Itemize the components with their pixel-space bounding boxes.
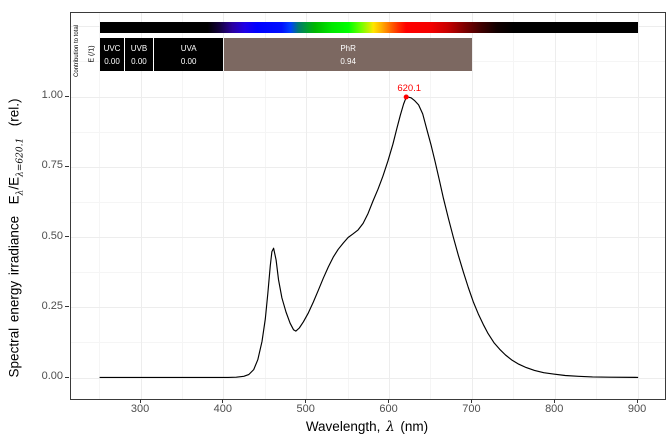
wavelength-colorbar [99,22,639,33]
gridline-vertical-minor [596,13,598,399]
y-tick-label-0.00: 0.00 [41,370,63,382]
y-tick [65,306,69,308]
x-tick-label-700: 700 [462,403,481,415]
side-annotation-contribution: Contribution to total [74,24,80,78]
y-tick-label-0.50: 0.50 [41,229,63,242]
gridline-horizontal-minor [71,272,665,274]
gridline-horizontal-major [71,377,665,379]
gridline-vertical-minor [513,13,515,399]
gridline-horizontal-major [71,166,665,168]
y-tick-label-0.75: 0.75 [41,159,63,172]
band-name: UVA [180,43,197,53]
plot-panel: UVC 0.00 UVB 0.00 UVA 0.00 PhR 0.94 620.1 Contr… [70,12,666,400]
band-name: PhR [340,43,356,53]
gridline-horizontal-major [71,307,665,309]
x-tick-label-400: 400 [213,403,233,415]
x-axis-title: Wavelength, λ (nm) [70,419,664,435]
gridline-horizontal-minor [71,342,665,344]
x-tick [388,399,390,403]
gridline-horizontal-minor [71,201,665,203]
band-name: UVC [103,43,121,53]
band-value: 0.00 [180,56,197,66]
band-box-UVA: UVA 0.00 [153,38,224,71]
gridline-horizontal-minor [71,131,665,133]
y-tick [65,95,69,97]
x-tick [139,399,141,403]
x-tick [222,399,224,403]
band-box-PhR: PhR 0.94 [224,38,472,71]
y-tick [65,165,69,167]
x-tick [636,399,638,403]
x-tick [470,399,472,403]
side-annotation-units: E (/1) [88,45,96,63]
gridline-horizontal-major [71,237,665,238]
x-tick [553,399,555,403]
band-box-UVB: UVB 0.00 [124,38,153,71]
band-value: 0.00 [131,56,147,66]
y-title-symbol: Eλ/Eλ=620.1 [6,137,26,205]
band-name: UVB [130,43,148,53]
gridline-vertical-major [471,13,473,399]
gridline-vertical-major [637,13,639,399]
x-tick-label-300: 300 [130,403,150,415]
y-tick-label-0.25: 0.25 [41,299,63,312]
gridline-horizontal-major [71,96,665,98]
band-box-UVC: UVC 0.00 [100,38,124,71]
x-title-text: Wavelength, [305,419,387,434]
y-title-units: (rel.) [6,98,22,127]
y-tick [65,236,69,237]
x-title-units: (nm) [394,419,429,434]
x-tick-label-900: 900 [627,403,647,415]
y-tick-label-1.00: 1.00 [41,89,63,101]
band-value: 0.94 [340,56,356,66]
x-tick [305,399,307,403]
y-tick [65,376,69,378]
band-value: 0.00 [104,56,120,66]
gridline-vertical-minor [99,13,101,399]
peak-wavelength-label: 620.1 [397,83,422,94]
gridline-vertical-major [554,13,556,399]
x-tick-label-800: 800 [545,403,564,415]
y-title-text: Spectral energy irradiance [6,215,22,378]
x-tick-label-500: 500 [296,403,315,415]
x-tick-label-600: 600 [379,403,398,415]
lambda-symbol: λ [386,419,395,435]
